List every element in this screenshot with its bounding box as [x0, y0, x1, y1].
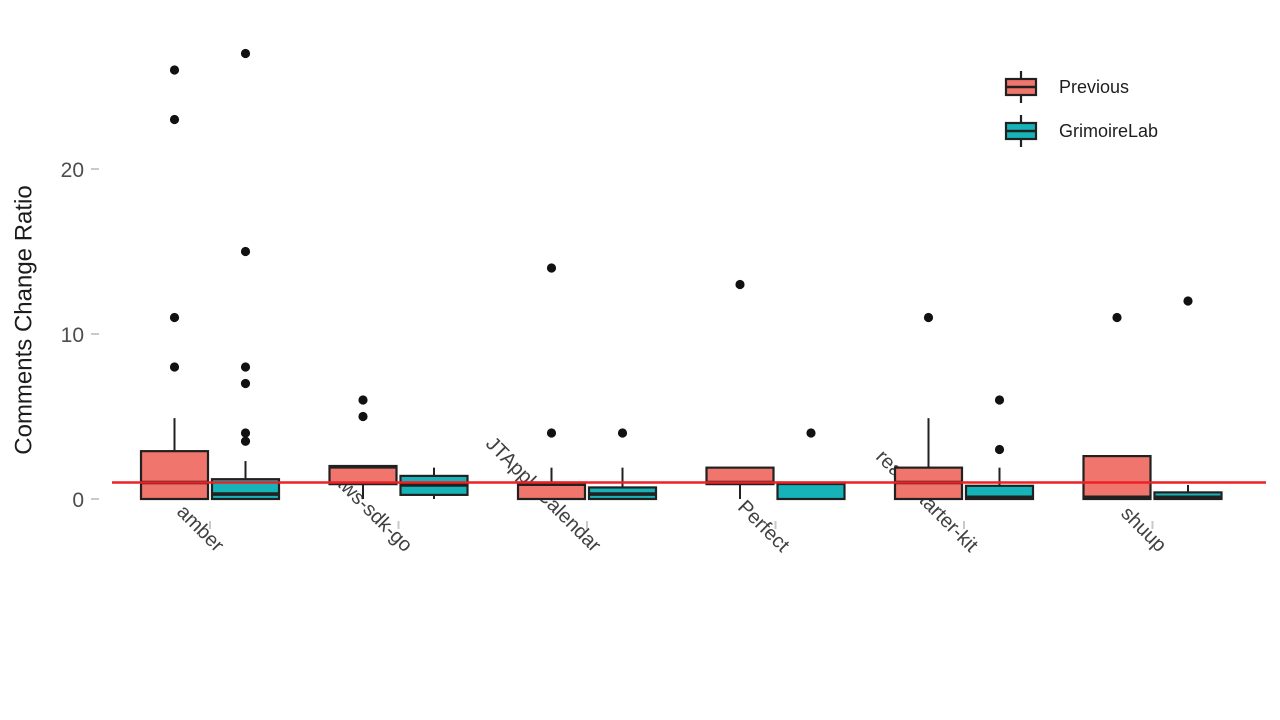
outlier-point [240, 362, 251, 372]
legend-item-previous: Previous [1003, 70, 1158, 104]
box-previous-shuup [1082, 455, 1152, 501]
y-tick-label: 0 [72, 489, 84, 512]
boxplot-key-grimoirelab-icon [1004, 115, 1038, 147]
outlier-point [358, 395, 368, 405]
outlier-point [240, 378, 251, 389]
legend-label-grimoirelab: GrimoireLab [1059, 120, 1159, 141]
outlier-point [994, 395, 1005, 405]
x-tick-label: amber [172, 501, 228, 557]
outlier-point [240, 48, 251, 59]
y-axis-title-text: Comments Change Ratio [11, 185, 38, 455]
outlier-point [169, 312, 180, 323]
outlier-point [1112, 312, 1122, 323]
outlier-point [546, 428, 557, 438]
outlier-point [617, 428, 628, 438]
outlier-point [169, 114, 180, 125]
legend: Previous GrimoireLab [1003, 70, 1158, 148]
x-tick-label: shuup [1116, 502, 1170, 556]
outlier-point [240, 246, 251, 257]
boxplot-key-previous-icon [1004, 71, 1038, 103]
x-tick-label: react-starter-kit [871, 446, 982, 557]
outlier-point [546, 263, 557, 273]
box-previous-amber [139, 450, 210, 501]
outlier-point [169, 65, 180, 75]
x-tick-label: Perfect [733, 496, 794, 557]
y-tick-label: 20 [61, 159, 84, 182]
y-tick-label: 10 [61, 324, 84, 347]
outlier-point [240, 428, 251, 438]
legend-item-grimoirelab: GrimoireLab [1003, 114, 1158, 148]
outlier-point [806, 428, 816, 438]
outlier-point [240, 436, 251, 446]
outlier-point [1183, 296, 1193, 306]
outlier-point [735, 279, 745, 290]
outlier-point [994, 444, 1005, 455]
outlier-point [923, 312, 934, 323]
outlier-point [358, 411, 368, 422]
y-axis-title: Comments Change Ratio [2, 110, 48, 530]
outlier-point [169, 362, 180, 372]
legend-label-previous: Previous [1059, 76, 1130, 97]
